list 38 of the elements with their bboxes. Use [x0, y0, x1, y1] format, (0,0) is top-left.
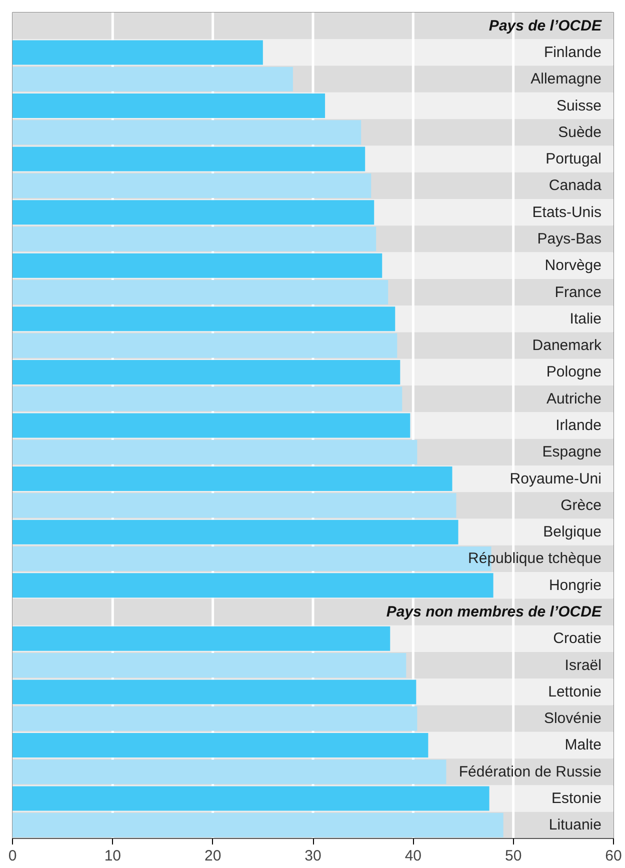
- y-tick-label: Croatie: [553, 630, 602, 648]
- y-tick-label: Portugal: [546, 150, 602, 168]
- x-tick-label: 20: [204, 848, 222, 864]
- y-tick-label: Estonie: [551, 790, 602, 808]
- y-tick-label: Grèce: [560, 496, 602, 514]
- x-tick-label: 50: [504, 848, 522, 864]
- y-tick-label: Lettonie: [548, 683, 602, 700]
- y-tick-label: Hongrie: [548, 576, 602, 594]
- y-tick-label: Suisse: [556, 97, 602, 114]
- x-tick-label: 60: [605, 848, 622, 864]
- x-tick-label: 0: [8, 848, 17, 864]
- y-tick-label: Israël: [564, 656, 602, 674]
- y-tick-label: Fédération de Russie: [458, 763, 602, 780]
- y-tick-label: Lituanie: [548, 816, 602, 834]
- y-tick-label: Slovénie: [544, 710, 602, 728]
- y-tick-label: République tchèque: [468, 550, 602, 568]
- y-tick-label: Suède: [558, 124, 602, 141]
- y-tick-label: Royaume-Uni: [510, 470, 602, 488]
- y-tick-label: Pays-Bas: [537, 230, 602, 248]
- y-tick-label: Espagne: [542, 444, 602, 461]
- y-tick-label: Norvège: [544, 257, 602, 274]
- y-tick-label: Malte: [564, 736, 602, 754]
- y-tick-label: Danemark: [532, 337, 602, 354]
- annotation: Pays de l’OCDE: [488, 17, 602, 34]
- y-tick-label: Belgique: [543, 524, 602, 541]
- y-tick-label: Autriche: [546, 390, 602, 408]
- y-tick-label: Irlande: [556, 417, 602, 434]
- y-tick-label: Pologne: [546, 364, 602, 381]
- annotation: Pays non membres de l’OCDE: [386, 604, 602, 621]
- x-tick-label: 30: [304, 848, 322, 864]
- y-tick-label: Italie: [570, 310, 602, 328]
- x-tick-label: 40: [404, 848, 422, 864]
- y-tick-label: Canada: [548, 177, 602, 194]
- y-tick-label: Allemagne: [530, 70, 602, 88]
- y-tick-label: France: [554, 284, 602, 301]
- x-tick-label: 10: [104, 848, 122, 864]
- y-tick-label: Etats-Unis: [532, 204, 602, 221]
- y-tick-label: Finlande: [544, 44, 602, 61]
